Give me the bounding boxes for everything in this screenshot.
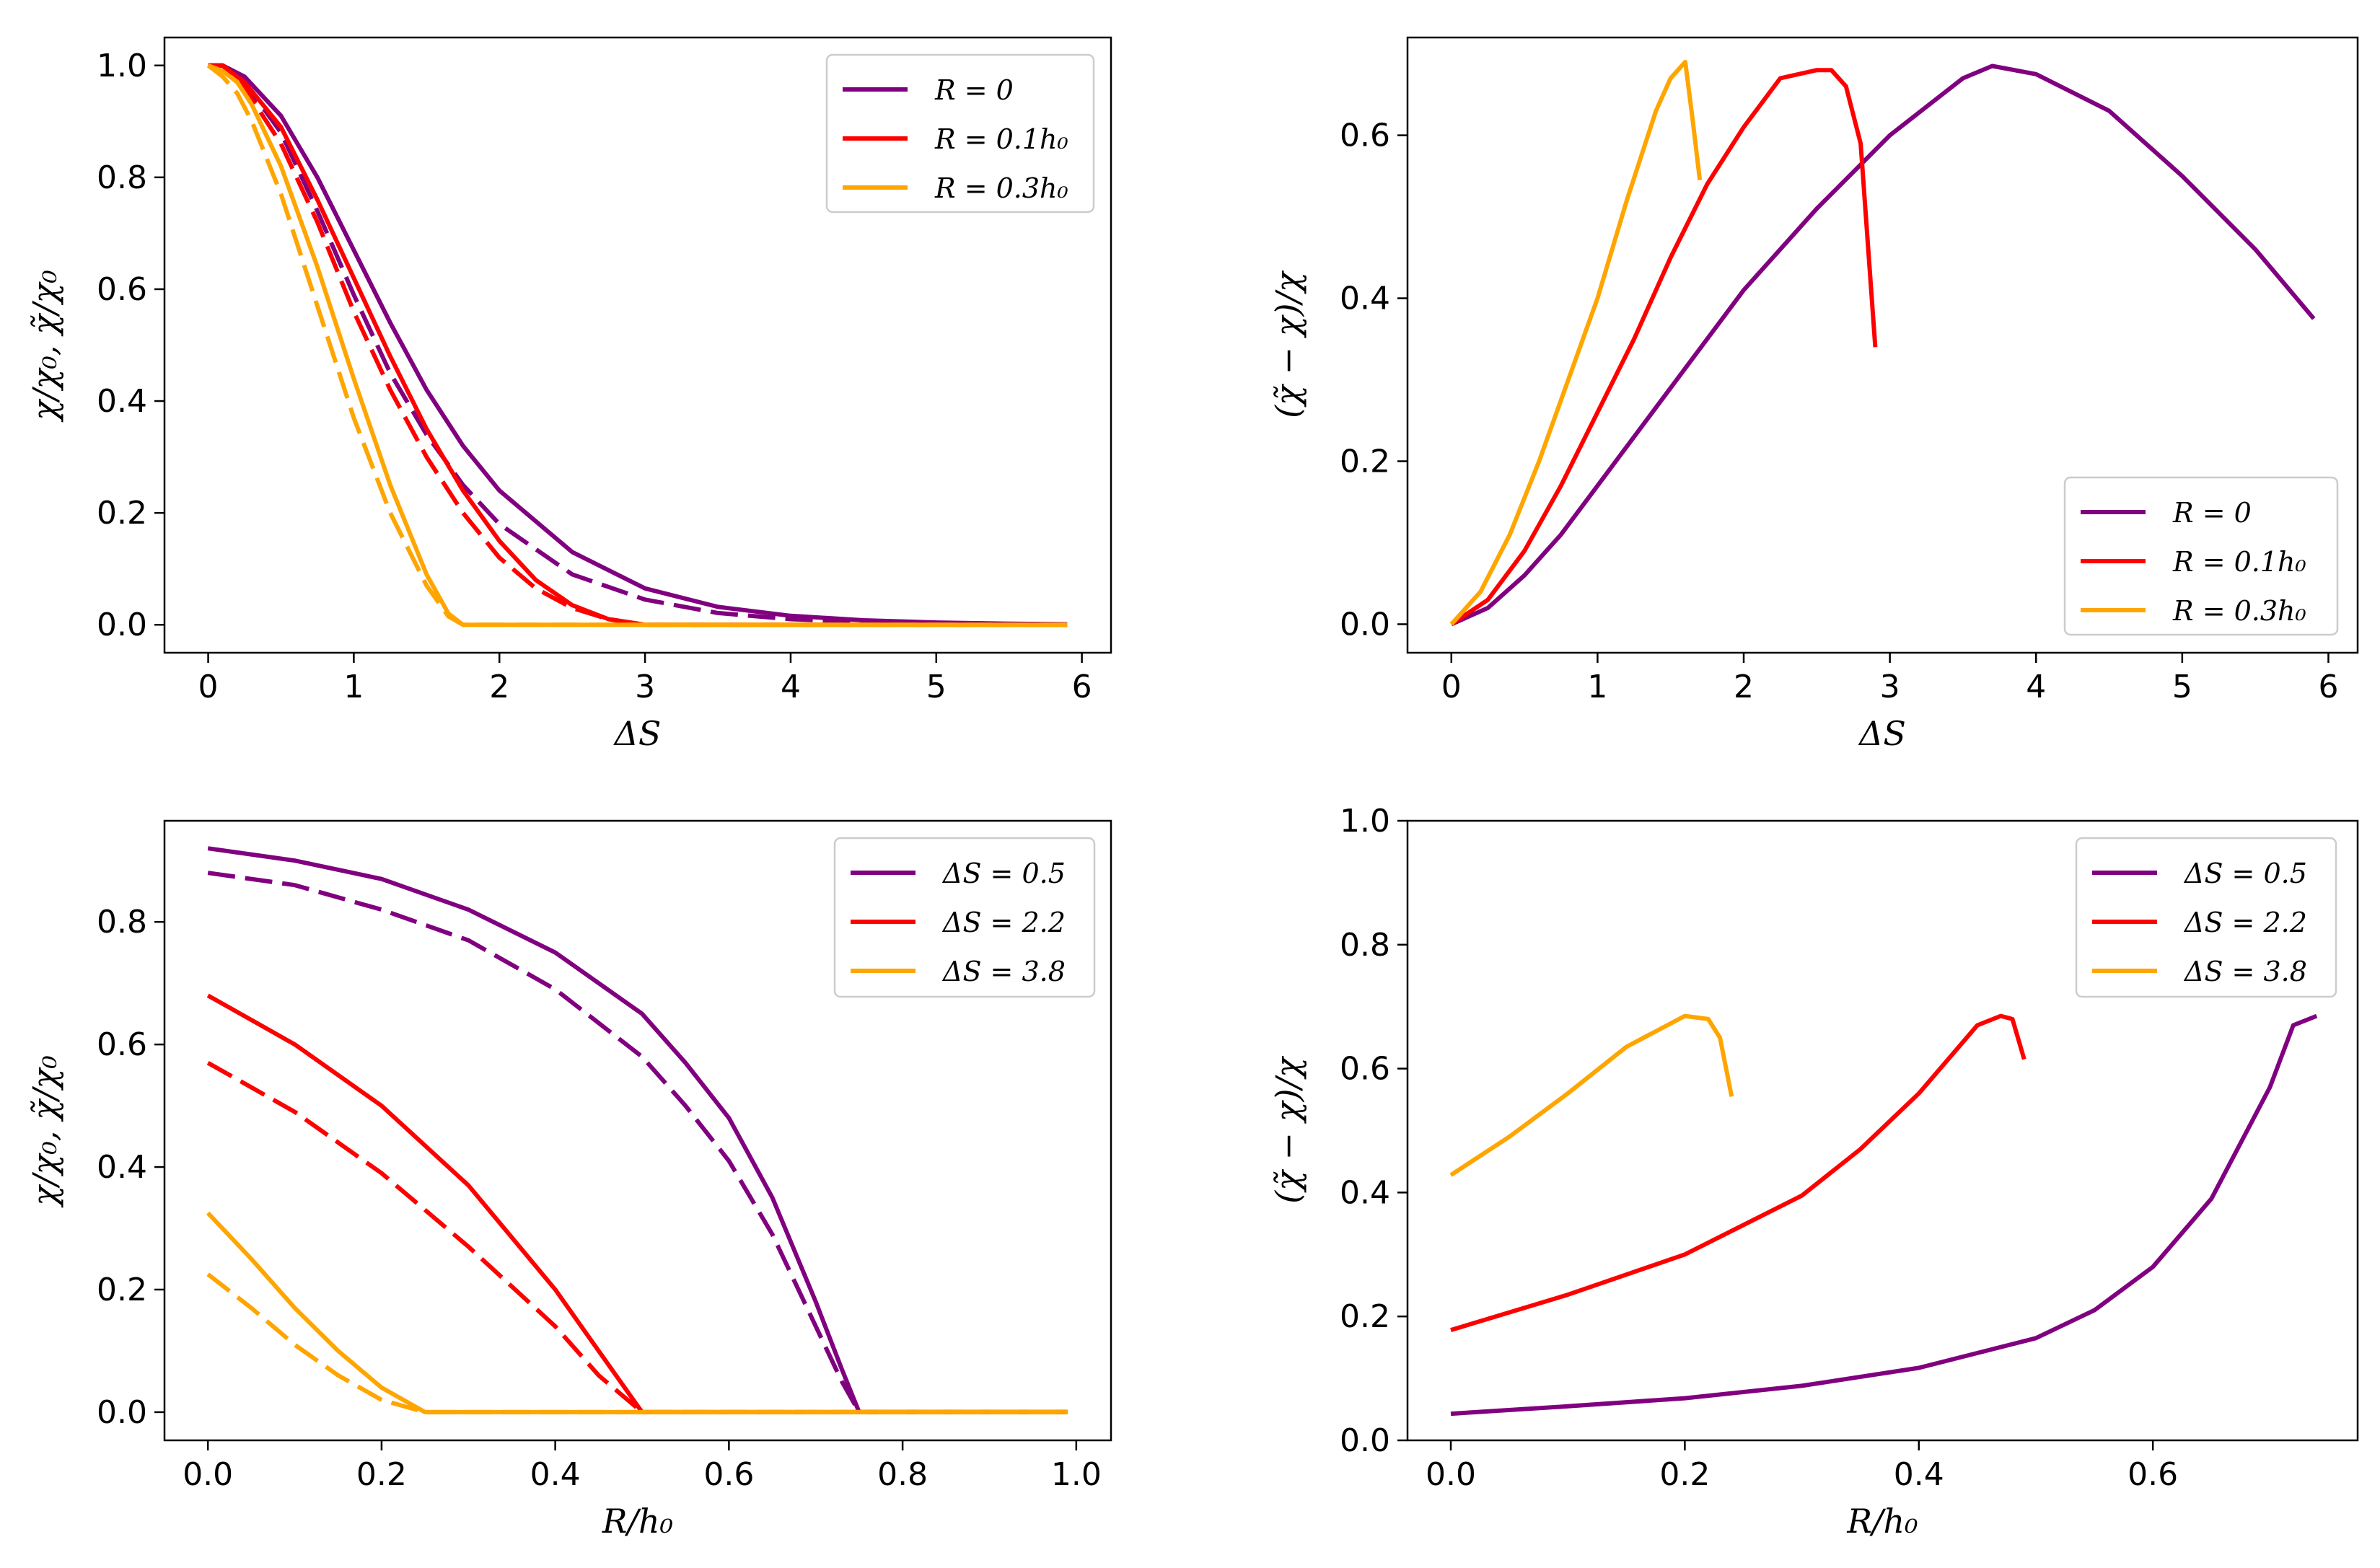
legend-label: ΔS = 3.8 xyxy=(941,956,1066,987)
y-axis-label: χ/χ₀, χ̃/χ₀ xyxy=(25,270,64,423)
y-tick-label: 0.4 xyxy=(97,383,147,420)
series-line-orange-dashed-5 xyxy=(206,1272,1068,1414)
x-tick-label: 5 xyxy=(926,669,947,705)
x-tick-label: 0.2 xyxy=(356,1456,407,1493)
x-tick-label: 0 xyxy=(1441,669,1462,705)
y-tick-label: 0.4 xyxy=(1340,281,1390,317)
series-line-orange-solid-2 xyxy=(1449,59,1703,626)
x-tick-label: 3 xyxy=(1880,669,1900,705)
chart-top-right: 0 1 2 3 4 5 60.00.20.40.6ΔS(χ̃ − χ)/χR = 0R = … xyxy=(1268,36,2359,753)
y-tick-label: 0.0 xyxy=(97,607,147,643)
x-tick-label: 0.0 xyxy=(183,1456,233,1493)
chart-top-left: 0 1 2 3 4 5 6 0.0 0.2 0.4 0.6 0.8 1.0 ΔS χ/χ₀, χ̃/χ₀ R … xyxy=(25,36,1112,753)
legend-label: R = 0 xyxy=(2172,497,2252,529)
series-group xyxy=(206,63,1068,627)
x-axis-label: R/h₀ xyxy=(1846,1502,1918,1541)
x-tick-label: 0.8 xyxy=(877,1456,928,1493)
legend-label: ΔS = 2.2 xyxy=(2183,907,2307,938)
series-line-red-solid-1 xyxy=(1450,68,1878,626)
y-tick-label: 0.2 xyxy=(97,1272,147,1308)
legend-label: ΔS = 0.5 xyxy=(2183,858,2307,889)
legend-label: R = 0 xyxy=(934,74,1014,106)
legend: ΔS = 0.5 ΔS = 2.2 ΔS = 3.8 xyxy=(833,837,1096,998)
y-tick-label: 0.2 xyxy=(97,495,147,532)
y-tick-label: 0.6 xyxy=(97,271,147,308)
series-line-purple-dashed-1 xyxy=(208,63,1068,627)
legend-box xyxy=(825,53,1095,213)
x-tick-label: 4 xyxy=(2026,669,2046,705)
x-tick-label: 6 xyxy=(2318,669,2338,705)
y-axis-label: (χ̃ − χ)/χ xyxy=(1268,1055,1307,1204)
series-group xyxy=(1449,59,2316,627)
y-tick-label: 0.6 xyxy=(1340,1051,1390,1088)
legend-label: R = 0.1h₀ xyxy=(2172,546,2306,578)
y-tick-label: 0.8 xyxy=(1340,927,1390,964)
legend: ΔS = 0.5 ΔS = 2.2 ΔS = 3.8 xyxy=(2075,837,2337,998)
legend: R = 0 R = 0.1h₀ R = 0.3h₀ xyxy=(825,53,1095,213)
y-tick-label: 0.0 xyxy=(1340,1422,1390,1459)
x-tick-label: 0.0 xyxy=(1426,1456,1476,1493)
y-tick-label: 0.0 xyxy=(97,1394,147,1431)
x-axis-label: R/h₀ xyxy=(602,1502,673,1541)
series-line-red-solid-1 xyxy=(1450,1013,2026,1332)
y-tick-label: 0.6 xyxy=(97,1026,147,1063)
x-tick-label: 0.2 xyxy=(1659,1456,1710,1493)
y-tick-label: 1.0 xyxy=(97,48,147,84)
x-tick-label: 0.6 xyxy=(2127,1456,2178,1493)
x-axis-label: ΔS xyxy=(1858,714,1906,753)
y-tick-label: 0.4 xyxy=(97,1149,147,1186)
legend-label: R = 0.3h₀ xyxy=(2172,595,2306,627)
legend-label: ΔS = 2.2 xyxy=(941,907,1066,938)
y-tick-label: 0.6 xyxy=(1340,118,1390,154)
x-tick-label: 2 xyxy=(489,669,509,705)
y-tick-label: 0.4 xyxy=(1340,1174,1390,1211)
x-tick-label: 3 xyxy=(635,669,655,705)
series-line-purple-solid-0 xyxy=(1450,1013,2318,1417)
y-tick-label: 0.2 xyxy=(1340,443,1390,480)
legend-box xyxy=(833,837,1096,998)
plot-frame xyxy=(1406,36,2359,654)
y-tick-label: 1.0 xyxy=(1340,803,1390,840)
x-tick-label: 6 xyxy=(1072,669,1092,705)
x-tick-label: 5 xyxy=(2172,669,2192,705)
y-tick-label: 0.8 xyxy=(97,159,147,196)
y-axis-label: (χ̃ − χ)/χ xyxy=(1268,270,1307,418)
y-tick-label: 0.8 xyxy=(97,904,147,941)
y-axis-label: χ/χ₀, χ̃/χ₀ xyxy=(25,1055,64,1208)
plot-frame xyxy=(1406,819,2359,1442)
x-tick-label: 1 xyxy=(1587,669,1607,705)
series-line-purple-solid-0 xyxy=(1450,63,2316,627)
x-tick-label: 4 xyxy=(781,669,801,705)
legend-label: ΔS = 3.8 xyxy=(2183,956,2307,987)
legend-box xyxy=(2063,476,2339,636)
legend-label: R = 0.3h₀ xyxy=(934,172,1068,204)
x-tick-label: 0.4 xyxy=(530,1456,581,1493)
chart-bottom-left: 0.0 0.2 0.4 0.6 0.8 1.0 0.0 0.2 0.4 0.6 0.8 R/h₀ χ/χ… xyxy=(25,819,1112,1541)
series-line-orange-solid-2 xyxy=(1449,1013,1734,1177)
plot-frame xyxy=(163,819,1112,1442)
plot-frame xyxy=(163,36,1112,654)
series-line-red-dashed-3 xyxy=(206,1060,1068,1414)
legend: R = 0 R = 0.1h₀ R = 0.3h₀ xyxy=(2063,476,2339,636)
x-tick-label: 0.6 xyxy=(703,1456,754,1493)
x-axis-label: ΔS xyxy=(613,714,662,753)
legend-label: R = 0.1h₀ xyxy=(934,123,1068,155)
x-tick-label: 1 xyxy=(343,669,364,705)
series-line-orange-dashed-5 xyxy=(206,63,1068,627)
series-line-orange-solid-4 xyxy=(206,1211,1068,1414)
x-tick-label: 2 xyxy=(1734,669,1754,705)
legend-box xyxy=(2075,837,2337,998)
series-group xyxy=(1449,1013,2318,1417)
y-tick-label: 0.2 xyxy=(1340,1298,1390,1335)
series-group xyxy=(206,846,1068,1414)
chart-bottom-right: 0.0 0.2 0.4 0.6 0.0 0.2 0.4 0.6 0.8 1.0 R/h₀ (χ̃ − … xyxy=(1268,803,2359,1541)
x-tick-label: 0 xyxy=(198,669,219,705)
y-tick-label: 0.0 xyxy=(1340,606,1390,643)
x-tick-label: 0.4 xyxy=(1894,1456,1944,1493)
legend-label: ΔS = 0.5 xyxy=(941,858,1066,889)
x-tick-label: 1.0 xyxy=(1051,1456,1102,1493)
